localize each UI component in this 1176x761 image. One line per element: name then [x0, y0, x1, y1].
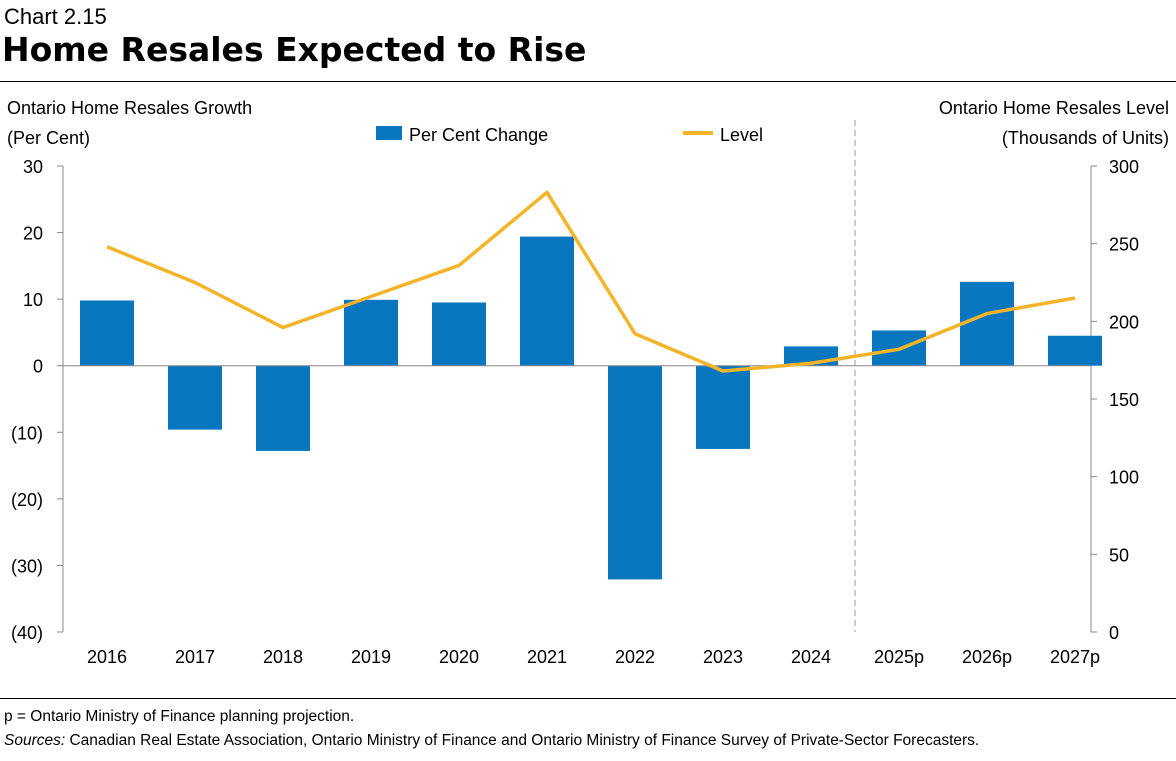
right-tick-label: 50 — [1109, 545, 1129, 565]
x-tick-label: 2019 — [351, 647, 391, 667]
bar-2027p — [1048, 335, 1102, 366]
bar-2022 — [608, 365, 662, 580]
x-tick-label: 2026p — [962, 647, 1012, 667]
sources-label: Sources: — [4, 732, 66, 749]
footer-divider — [0, 698, 1176, 699]
left-tick-label: 20 — [23, 224, 43, 244]
bar-2018 — [256, 365, 310, 451]
title-divider — [0, 81, 1176, 82]
left-tick-label: (30) — [11, 556, 43, 576]
chart-title: Home Resales Expected to Rise — [2, 30, 587, 69]
right-tick-label: 250 — [1109, 235, 1139, 255]
x-tick-label: 2025p — [874, 647, 924, 667]
bar-2020 — [432, 302, 486, 366]
left-axis-label-1: Ontario Home Resales Growth — [7, 98, 252, 118]
bar-2016 — [80, 300, 134, 366]
left-axis-label-2: (Per Cent) — [7, 128, 90, 148]
bar-2021 — [520, 236, 574, 366]
legend-bar-swatch — [376, 126, 402, 140]
right-axis-label-2: (Thousands of Units) — [1002, 128, 1169, 148]
chart-number: Chart 2.15 — [4, 4, 107, 29]
legend-bar-label: Per Cent Change — [409, 125, 548, 145]
x-tick-label: 2023 — [703, 647, 743, 667]
left-tick-label: (40) — [11, 623, 43, 643]
sources-text: Canadian Real Estate Association, Ontari… — [65, 732, 980, 749]
sources-note: Sources: Canadian Real Estate Associatio… — [4, 732, 979, 750]
x-tick-label: 2027p — [1050, 647, 1100, 667]
right-tick-label: 100 — [1109, 468, 1139, 488]
right-tick-label: 0 — [1109, 623, 1119, 643]
right-tick-label: 200 — [1109, 312, 1139, 332]
right-tick-label: 150 — [1109, 390, 1139, 410]
bar-2017 — [168, 365, 222, 430]
bar-2023 — [696, 365, 750, 449]
right-tick-label: 300 — [1109, 157, 1139, 177]
right-axis-label-1: Ontario Home Resales Level — [939, 98, 1169, 118]
bar-2019 — [344, 299, 398, 366]
left-tick-label: 10 — [23, 290, 43, 310]
chart-svg: Ontario Home Resales Growth (Per Cent) O… — [7, 98, 1169, 667]
left-tick-label: (10) — [11, 423, 43, 443]
x-tick-label: 2020 — [439, 647, 479, 667]
left-tick-label: 30 — [23, 157, 43, 177]
bar-2026p — [960, 281, 1014, 366]
x-tick-label: 2017 — [175, 647, 215, 667]
left-tick-label: 0 — [33, 357, 43, 377]
legend-line-label: Level — [720, 125, 763, 145]
x-tick-label: 2018 — [263, 647, 303, 667]
left-tick-label: (20) — [11, 490, 43, 510]
x-tick-label: 2022 — [615, 647, 655, 667]
x-tick-label: 2021 — [527, 647, 567, 667]
x-tick-label: 2016 — [87, 647, 127, 667]
x-tick-label: 2024 — [791, 647, 831, 667]
projection-note: p = Ontario Ministry of Finance planning… — [4, 708, 355, 725]
level-line — [106, 190, 1076, 373]
